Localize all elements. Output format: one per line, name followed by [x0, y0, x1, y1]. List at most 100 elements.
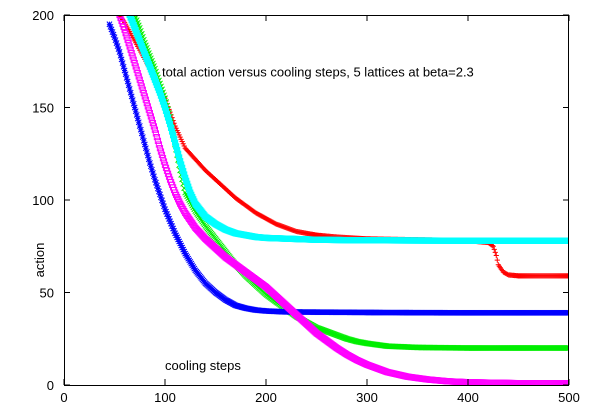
data-point — [118, 56, 125, 63]
data-point — [158, 151, 166, 158]
data-point — [130, 56, 137, 63]
data-point — [116, 15, 123, 19]
data-point — [146, 109, 153, 117]
data-point — [119, 60, 126, 67]
data-point — [108, 26, 115, 33]
data-point — [109, 29, 116, 35]
x-tick-label: 200 — [255, 390, 277, 405]
data-point — [106, 21, 113, 28]
data-point — [153, 134, 161, 141]
data-point — [126, 43, 133, 50]
data-point — [114, 43, 121, 50]
data-point — [129, 97, 136, 104]
data-point — [167, 218, 174, 225]
data-point — [155, 188, 162, 195]
data-point — [159, 197, 165, 204]
y-tick-label: 200 — [32, 8, 54, 23]
data-point — [123, 74, 130, 81]
data-point — [142, 96, 149, 103]
data-point — [150, 123, 157, 130]
data-point — [146, 160, 153, 166]
y-tick-label: 100 — [32, 193, 54, 208]
data-point — [565, 237, 569, 244]
data-point — [565, 380, 569, 385]
data-point — [127, 89, 134, 96]
data-point — [121, 67, 128, 74]
data-point — [124, 36, 131, 43]
data-point — [172, 230, 179, 237]
data-point — [179, 244, 186, 251]
data-point — [126, 86, 133, 92]
x-tick-label: 0 — [60, 390, 67, 405]
data-point — [147, 163, 154, 170]
data-point — [159, 155, 167, 162]
data-point — [180, 246, 187, 253]
data-point — [127, 46, 134, 53]
data-point — [178, 242, 185, 249]
data-point — [122, 71, 129, 78]
data-point — [153, 182, 160, 189]
data-point — [169, 223, 176, 230]
data-point — [148, 166, 155, 173]
data-point — [113, 40, 120, 47]
data-point — [134, 115, 141, 122]
data-point — [135, 119, 142, 126]
data-point — [121, 26, 128, 33]
data-point — [137, 79, 144, 87]
data-point — [139, 86, 146, 93]
data-point — [140, 89, 147, 97]
data-point — [111, 34, 118, 41]
data-point — [156, 191, 163, 198]
data-point — [122, 30, 129, 37]
data-point — [140, 137, 147, 144]
data-point — [132, 63, 139, 70]
data-point — [171, 227, 178, 234]
series-4 — [126, 15, 569, 244]
data-point — [164, 211, 170, 218]
data-point — [129, 53, 136, 60]
data-point — [112, 37, 119, 44]
data-point — [152, 179, 159, 186]
data-point — [141, 93, 148, 100]
series-3 — [116, 15, 569, 385]
data-point — [492, 249, 498, 256]
data-point — [143, 99, 150, 107]
axis-layer: 0 100 200 300 400 500 0 50 100 150 200 — [32, 8, 580, 405]
data-point — [149, 170, 156, 176]
data-point — [144, 103, 151, 110]
data-point — [138, 83, 145, 90]
data-point — [151, 126, 159, 133]
data-point — [177, 240, 184, 247]
data-point — [152, 130, 160, 137]
y-tick-label: 150 — [32, 101, 54, 116]
data-point — [134, 69, 141, 77]
data-point — [491, 246, 497, 252]
data-point — [141, 141, 148, 148]
data-point — [566, 345, 569, 351]
chart-annotation: total action versus cooling steps, 5 lat… — [162, 64, 474, 79]
data-point — [136, 76, 143, 83]
data-point — [494, 257, 500, 263]
data-point — [160, 200, 166, 207]
data-point — [158, 194, 164, 201]
data-point — [131, 60, 138, 67]
x-tick-label: 500 — [558, 390, 580, 405]
data-point — [133, 66, 140, 73]
data-point — [163, 208, 169, 215]
data-point — [149, 119, 156, 127]
data-point — [142, 145, 149, 152]
data-point — [137, 126, 144, 133]
data-point — [175, 236, 182, 243]
data-point — [110, 31, 117, 38]
data-point — [173, 232, 180, 239]
data-point — [128, 50, 135, 57]
data-point — [156, 145, 164, 152]
series-layer — [106, 15, 569, 385]
data-point — [151, 176, 158, 183]
data-point — [147, 113, 154, 120]
data-point — [176, 238, 183, 245]
y-tick-label: 0 — [47, 378, 54, 393]
data-point — [133, 111, 140, 118]
data-point — [166, 215, 172, 222]
